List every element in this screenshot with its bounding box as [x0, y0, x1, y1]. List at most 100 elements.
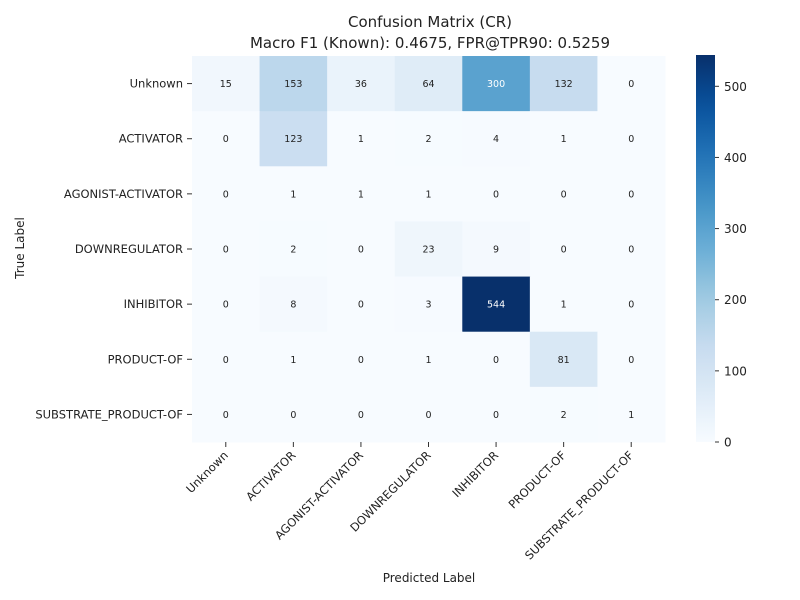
cell-r5-c5 — [529, 331, 598, 388]
cell-r3-c1 — [259, 221, 328, 278]
cell-label-r6-c3: 0 — [425, 410, 431, 421]
cell-label-r4-c1: 8 — [290, 300, 296, 311]
chart-title: Confusion Matrix (CR) — [348, 13, 512, 31]
y-tick-label-activator: ACTIVATOR — [119, 132, 183, 146]
cell-label-r2-c2: 1 — [358, 189, 364, 200]
cell-label-r6-c6: 1 — [628, 410, 634, 421]
cell-r3-c6 — [597, 221, 666, 278]
cell-label-r0-c4: 300 — [487, 79, 505, 90]
colorbar-ticks: 0 100 200 300 400 500 — [715, 80, 747, 450]
cell-label-r0-c1: 153 — [284, 79, 302, 90]
cell-r6-c5 — [529, 386, 598, 443]
cell-label-r3-c1: 2 — [290, 245, 296, 256]
cell-label-r0-c6: 0 — [628, 79, 634, 90]
cell-label-r3-c4: 9 — [493, 245, 499, 256]
y-tick-label-substrate-product-of: SUBSTRATE_PRODUCT-OF — [35, 407, 183, 421]
x-tick-label-substrate-product-of: SUBSTRATE_PRODUCT-OF — [522, 448, 636, 562]
y-tick-label-inhibitor: INHIBITOR — [124, 297, 183, 311]
cell-label-r2-c6: 0 — [628, 189, 634, 200]
cell-r6-c2 — [327, 386, 396, 443]
cell-r6-c0 — [192, 386, 261, 443]
cell-label-r4-c3: 3 — [425, 300, 431, 311]
cell-r5-c6 — [597, 331, 666, 388]
cell-label-r4-c6: 0 — [628, 300, 634, 311]
y-axis-title: True Label — [13, 217, 27, 280]
colorbar-tick-label-400: 400 — [724, 151, 747, 165]
cell-label-r1-c3: 2 — [425, 134, 431, 145]
cell-r3-c0 — [192, 221, 261, 278]
cell-label-r3-c0: 0 — [223, 245, 229, 256]
cell-label-r4-c0: 0 — [223, 300, 229, 311]
cell-label-r0-c2: 36 — [355, 79, 367, 90]
colorbar-tick-label-200: 200 — [724, 293, 747, 307]
cell-r4-c1 — [259, 276, 328, 333]
x-tick-label-inhibitor: INHIBITOR — [449, 448, 501, 500]
cell-label-r5-c0: 0 — [223, 355, 229, 366]
cell-r0-c3 — [394, 56, 463, 112]
cell-r6-c1 — [259, 386, 328, 443]
cell-label-r2-c5: 0 — [561, 189, 567, 200]
cell-label-r5-c4: 0 — [493, 355, 499, 366]
cell-r2-c1 — [259, 166, 328, 222]
cell-label-r6-c0: 0 — [223, 410, 229, 421]
cell-label-r2-c3: 1 — [425, 189, 431, 200]
cell-r1-c2 — [327, 111, 396, 167]
cell-r4-c2 — [327, 276, 396, 333]
cell-label-r2-c0: 0 — [223, 189, 229, 200]
cell-label-r1-c4: 4 — [493, 134, 499, 145]
y-tick-label-agonist-activator: AGONIST-ACTIVATOR — [64, 187, 183, 201]
cell-r2-c2 — [327, 166, 396, 222]
cell-r0-c4 — [462, 56, 531, 112]
heatmap-cell-labels: 15 153 36 64 300 132 00 123 1 2 4 1 00 1 1 1 0 0 00 2 0 23 9 0 0… — [220, 79, 634, 421]
cell-label-r3-c5: 0 — [561, 245, 567, 256]
cell-label-r2-c4: 0 — [493, 189, 499, 200]
cell-r3-c4 — [462, 221, 531, 278]
cell-r3-c3 — [394, 221, 463, 278]
cell-label-r3-c6: 0 — [628, 245, 634, 256]
cell-label-r4-c5: 1 — [561, 300, 567, 311]
cell-r5-c0 — [192, 331, 261, 388]
cell-label-r1-c0: 0 — [223, 134, 229, 145]
x-tick-label-unknown: Unknown — [183, 448, 231, 496]
cell-r3-c5 — [529, 221, 598, 278]
colorbar-tick-label-300: 300 — [724, 222, 747, 236]
cell-r2-c5 — [529, 166, 598, 222]
x-axis-title: Predicted Label — [383, 571, 476, 585]
cell-r2-c3 — [394, 166, 463, 222]
cell-r1-c6 — [597, 111, 666, 167]
cell-r0-c1 — [259, 56, 328, 112]
colorbar-tick-label-500: 500 — [724, 80, 747, 94]
cell-r4-c6 — [597, 276, 666, 333]
cell-label-r5-c6: 0 — [628, 355, 634, 366]
cell-r4-c5 — [529, 276, 598, 333]
cell-r1-c3 — [394, 111, 463, 167]
y-tick-label-unknown: Unknown — [130, 77, 183, 91]
cell-r0-c2 — [327, 56, 396, 112]
cell-label-r0-c0: 15 — [220, 79, 232, 90]
y-tick-label-downregulator: DOWNREGULATOR — [75, 242, 183, 256]
cell-label-r1-c1: 123 — [284, 134, 302, 145]
cell-label-r4-c2: 0 — [358, 300, 364, 311]
cell-label-r5-c1: 1 — [290, 355, 296, 366]
cell-r1-c0 — [192, 111, 261, 167]
colorbar-tick-label-0: 0 — [724, 436, 732, 450]
cell-r4-c3 — [394, 276, 463, 333]
cell-label-r3-c2: 0 — [358, 245, 364, 256]
heatmap-cells — [192, 56, 666, 443]
cell-label-r1-c5: 1 — [561, 134, 567, 145]
cell-label-r5-c3: 1 — [425, 355, 431, 366]
cell-label-r1-c2: 1 — [358, 134, 364, 145]
cell-label-r0-c3: 64 — [422, 79, 434, 90]
chart-subtitle: Macro F1 (Known): 0.4675, FPR@TPR90: 0.5… — [250, 34, 610, 52]
y-axis-ticks: Unknown ACTIVATOR AGONIST-ACTIVATOR DOWNREG… — [35, 77, 192, 421]
cell-label-r2-c1: 1 — [290, 189, 296, 200]
x-tick-label-activator: ACTIVATOR — [243, 448, 298, 503]
colorbar-tick-label-100: 100 — [724, 364, 747, 378]
cell-label-r5-c5: 81 — [558, 355, 570, 366]
cell-label-r6-c1: 0 — [290, 410, 296, 421]
x-tick-label-product-of: PRODUCT-OF — [506, 448, 569, 511]
cell-r0-c6 — [597, 56, 666, 112]
cell-r6-c3 — [394, 386, 463, 443]
cell-r0-c5 — [529, 56, 598, 112]
cell-label-r6-c5: 2 — [561, 410, 567, 421]
